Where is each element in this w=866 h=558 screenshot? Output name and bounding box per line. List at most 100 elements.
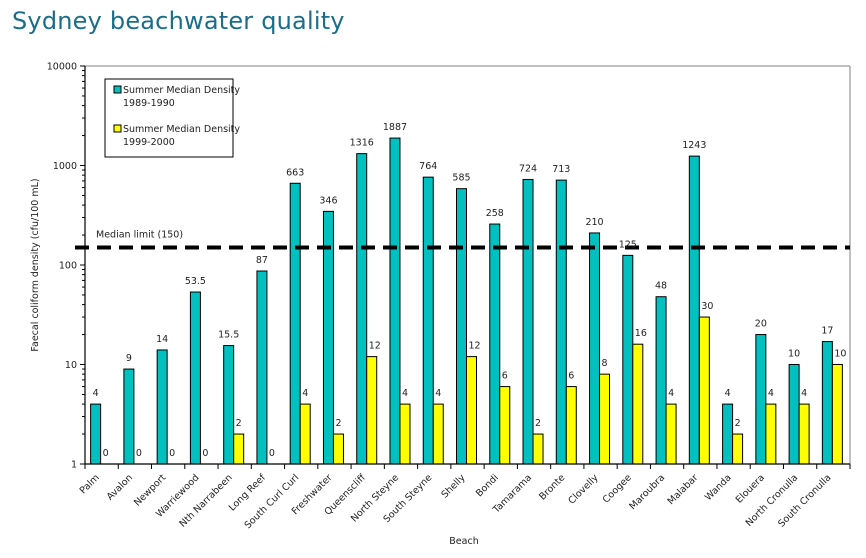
x-tick-label: Elouera xyxy=(734,472,767,505)
bar-1989-1990 xyxy=(489,223,501,465)
bar-1989-1990 xyxy=(788,364,800,465)
bar-1999-2000 xyxy=(831,364,843,465)
data-label-1989-1990: 585 xyxy=(452,173,470,184)
bar-1999-2000 xyxy=(765,403,777,465)
x-tick-label: Bronte xyxy=(537,472,567,502)
data-label-1989-1990: 4 xyxy=(93,388,99,399)
x-tick-label: Bondi xyxy=(474,472,501,499)
data-label-1999-2000: 8 xyxy=(602,358,608,369)
data-label-1989-1990: 1316 xyxy=(350,138,374,149)
data-label-1999-2000: 0 xyxy=(269,448,275,459)
data-label-1999-2000: 4 xyxy=(402,388,408,399)
data-label-1999-2000: 4 xyxy=(801,388,807,399)
bars-layer xyxy=(90,137,843,465)
bar-1989-1990 xyxy=(688,155,700,465)
data-label-1989-1990: 9 xyxy=(126,353,132,364)
legend-label-years: 1989-1990 xyxy=(123,98,175,109)
data-label-1989-1990: 125 xyxy=(619,239,637,250)
legend: Summer Median Density 1989-1990 Summer Med… xyxy=(104,78,240,158)
x-tick-label: Maroubra xyxy=(627,472,667,512)
data-label-1999-2000: 0 xyxy=(202,448,208,459)
y-axis-title: Faecal coliform density (cfu/100 mL) xyxy=(30,178,41,351)
bar-1989-1990 xyxy=(589,232,601,465)
bar-1989-1990 xyxy=(156,349,168,465)
data-label-1999-2000: 4 xyxy=(435,388,441,399)
bar-1999-2000 xyxy=(299,403,311,465)
bar-1999-2000 xyxy=(432,403,444,465)
bar-1999-2000 xyxy=(732,433,744,465)
data-label-1999-2000: 6 xyxy=(568,371,574,382)
legend-label: Summer Median Density xyxy=(123,124,240,135)
data-label-1999-2000: 12 xyxy=(369,341,381,352)
bar-1989-1990 xyxy=(622,254,634,465)
data-label-1999-2000: 4 xyxy=(302,388,308,399)
bar-1999-2000 xyxy=(366,356,378,465)
page-title: Sydney beachwater quality xyxy=(12,7,345,35)
x-tick-label: Coogee xyxy=(601,472,634,505)
data-label-1999-2000: 0 xyxy=(169,448,175,459)
bar-1999-2000 xyxy=(532,433,544,465)
bar-1999-2000 xyxy=(599,373,611,465)
bar-1989-1990 xyxy=(456,188,467,465)
median-limit-label: Median limit (150) xyxy=(96,229,183,240)
bar-1999-2000 xyxy=(499,386,511,465)
data-label-1989-1990: 210 xyxy=(585,217,603,228)
bar-1999-2000 xyxy=(632,343,644,465)
legend-label: Summer Median Density xyxy=(123,85,240,96)
bar-1989-1990 xyxy=(90,403,102,465)
legend-swatch-1989-1990 xyxy=(113,85,122,94)
legend-label-years: 1999-2000 xyxy=(123,137,175,148)
bar-1989-1990 xyxy=(356,153,368,465)
data-label-1999-2000: 2 xyxy=(335,418,341,429)
y-tick-label: 100 xyxy=(59,261,77,272)
data-label-1999-2000: 2 xyxy=(236,418,242,429)
x-tick-label: Wanda xyxy=(703,472,734,503)
x-axis-title: Beach xyxy=(449,536,478,547)
x-tick-label: Malabar xyxy=(666,472,701,507)
bar-1989-1990 xyxy=(389,137,401,465)
data-label-1989-1990: 14 xyxy=(156,334,168,345)
bar-1989-1990 xyxy=(256,270,268,465)
plot-area xyxy=(85,65,851,464)
data-label-1999-2000: 12 xyxy=(469,341,481,352)
data-label-1989-1990: 15.5 xyxy=(218,330,239,341)
x-tick-label: Avalon xyxy=(105,472,135,502)
bar-1989-1990 xyxy=(223,345,235,465)
data-label-1999-2000: 16 xyxy=(635,328,647,339)
data-label-1989-1990: 4 xyxy=(725,388,731,399)
data-label-1999-2000: 6 xyxy=(502,371,508,382)
bar-1999-2000 xyxy=(665,403,677,465)
bar-1999-2000 xyxy=(399,403,411,465)
data-label-1989-1990: 724 xyxy=(519,163,537,174)
data-label-1989-1990: 53.5 xyxy=(185,276,206,287)
data-label-1999-2000: 30 xyxy=(701,301,713,312)
bar-1989-1990 xyxy=(555,179,567,465)
data-label-1999-2000: 0 xyxy=(103,448,109,459)
x-tick-label: Clovelly xyxy=(566,472,601,507)
data-label-1999-2000: 2 xyxy=(735,418,741,429)
bar-1999-2000 xyxy=(698,316,710,465)
bar-1989-1990 xyxy=(821,341,833,465)
data-label-1999-2000: 0 xyxy=(136,448,142,459)
data-label-1989-1990: 1887 xyxy=(383,122,407,133)
bar-1989-1990 xyxy=(722,403,734,465)
data-label-1989-1990: 1243 xyxy=(682,140,706,151)
bar-1989-1990 xyxy=(422,176,434,465)
data-label-1989-1990: 258 xyxy=(486,208,504,219)
median-limit-layer: Median limit (150) xyxy=(75,229,850,250)
bar-1989-1990 xyxy=(522,178,534,465)
data-label-1989-1990: 713 xyxy=(552,164,570,175)
y-tick-label: 1 xyxy=(71,460,77,471)
bar-1989-1990 xyxy=(123,368,135,465)
data-label-1999-2000: 2 xyxy=(535,418,541,429)
bar-1999-2000 xyxy=(798,403,810,465)
bar-1989-1990 xyxy=(655,296,667,465)
y-tick-label: 10 xyxy=(65,360,77,371)
legend-box xyxy=(104,78,234,158)
data-label-1989-1990: 17 xyxy=(821,326,833,337)
bar-1999-2000 xyxy=(565,386,577,465)
data-label-1989-1990: 346 xyxy=(319,195,337,206)
data-label-1999-2000: 4 xyxy=(768,388,774,399)
y-tick-label: 10000 xyxy=(47,62,77,73)
